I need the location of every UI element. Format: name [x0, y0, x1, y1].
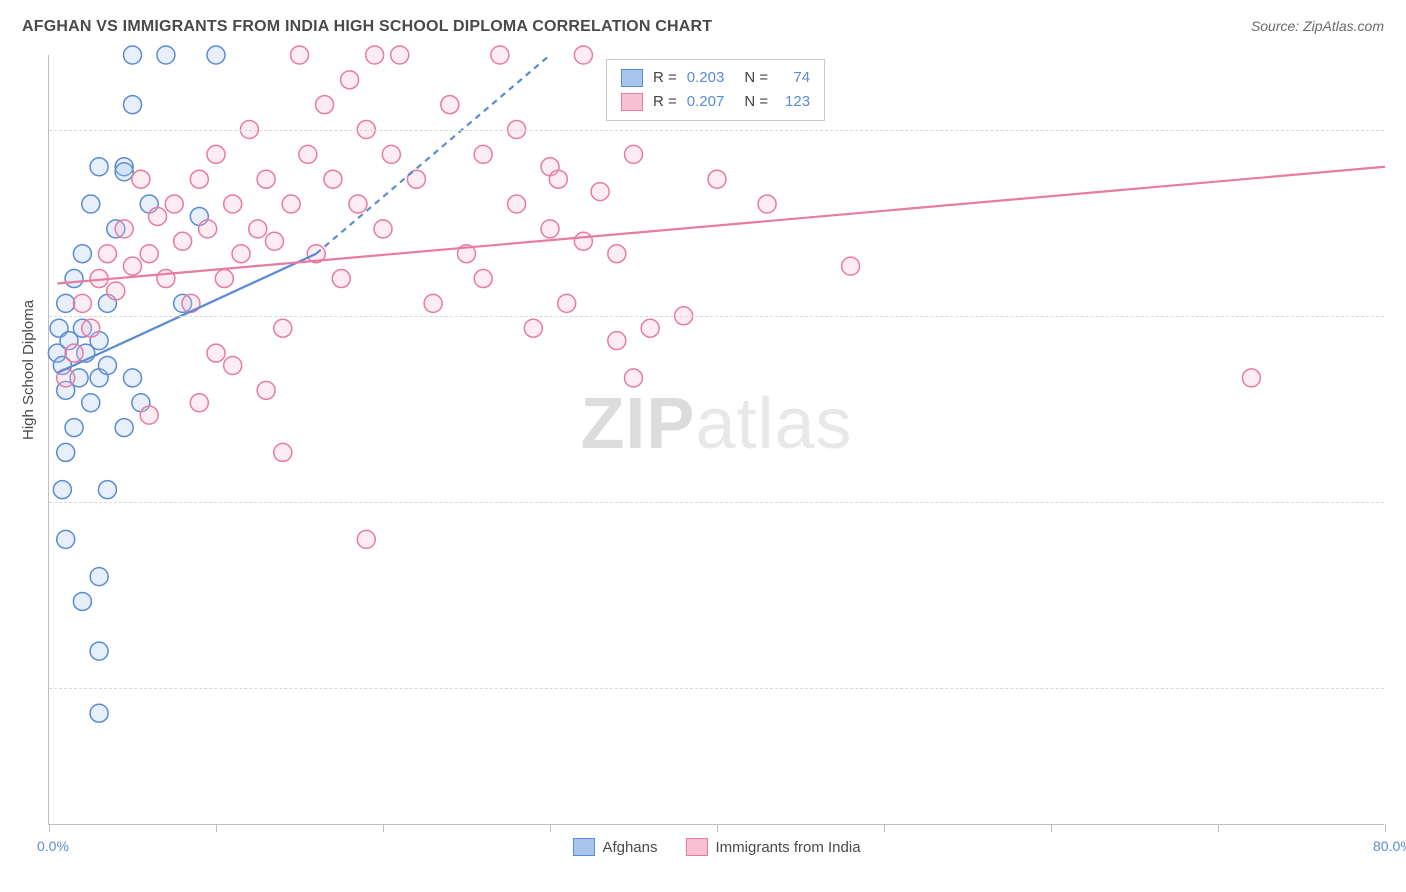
legend-item-india: Immigrants from India [686, 838, 861, 856]
x-tick-label: 0.0% [37, 838, 69, 854]
swatch-afghans [621, 69, 643, 87]
y-axis-title: High School Diploma [20, 300, 37, 440]
y-tick-label: 77.5% [1390, 680, 1406, 696]
swatch-india [621, 93, 643, 111]
page-title: AFGHAN VS IMMIGRANTS FROM INDIA HIGH SCH… [22, 18, 712, 36]
x-tick-label: 80.0% [1373, 838, 1406, 854]
legend-label-afghans: Afghans [602, 839, 657, 856]
legend-item-afghans: Afghans [572, 838, 657, 856]
y-tick-label: 92.5% [1390, 308, 1406, 324]
plot-svg [49, 55, 1384, 824]
legend-stats-row-india: R = 0.207 N = 123 [621, 90, 810, 114]
source-label: Source: ZipAtlas.com [1251, 18, 1384, 34]
legend-stats-box: R = 0.203 N = 74 R = 0.207 N = 123 [606, 59, 825, 121]
legend-stats-row-afghans: R = 0.203 N = 74 [621, 66, 810, 90]
legend-label-india: Immigrants from India [716, 839, 861, 856]
swatch-india-bottom [686, 838, 708, 856]
swatch-afghans-bottom [572, 838, 594, 856]
legend-bottom: Afghans Immigrants from India [572, 838, 860, 856]
scatter-chart: ZIPatlas R = 0.203 N = 74 R = 0.207 N = … [48, 55, 1384, 825]
